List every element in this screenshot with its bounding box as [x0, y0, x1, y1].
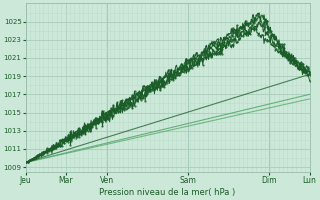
- X-axis label: Pression niveau de la mer( hPa ): Pression niveau de la mer( hPa ): [100, 188, 236, 197]
